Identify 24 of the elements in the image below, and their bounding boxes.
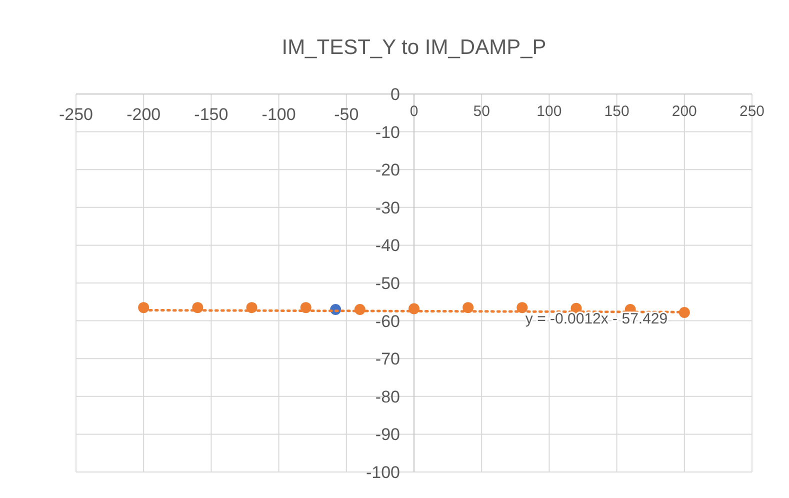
x-tick-label: -150	[194, 105, 228, 124]
y-tick-label: -20	[375, 160, 400, 180]
x-tick-label: 250	[739, 103, 765, 120]
y-tick-label: -40	[375, 236, 400, 256]
x-tick-label: -250	[58, 105, 94, 124]
x-tick-label: 200	[672, 103, 697, 120]
x-tick-label: -200	[126, 105, 161, 124]
x-tick-label: 150	[604, 103, 630, 120]
y-tick-label: 0	[390, 85, 400, 104]
y-tick-label: -60	[375, 312, 400, 331]
chart-title: IM_TEST_Y to IM_DAMP_P	[282, 36, 546, 59]
y-tick-label: -50	[375, 274, 400, 293]
annotation: y = -0.0012x - 57.429	[525, 310, 668, 328]
y-tick-label: -80	[375, 387, 400, 406]
x-tick-label: 100	[536, 103, 562, 120]
x-tick-label: 50	[473, 103, 490, 120]
y-tick-label: -10	[375, 122, 400, 142]
x-tick-label: -100	[262, 105, 296, 124]
x-tick-label: 0	[410, 103, 418, 120]
y-tick-label: -100	[366, 463, 400, 482]
y-tick-label: -30	[375, 198, 400, 218]
y-tick-label: -90	[375, 425, 400, 444]
y-tick-label: -70	[375, 350, 400, 369]
x-tick-label: -50	[334, 105, 359, 124]
